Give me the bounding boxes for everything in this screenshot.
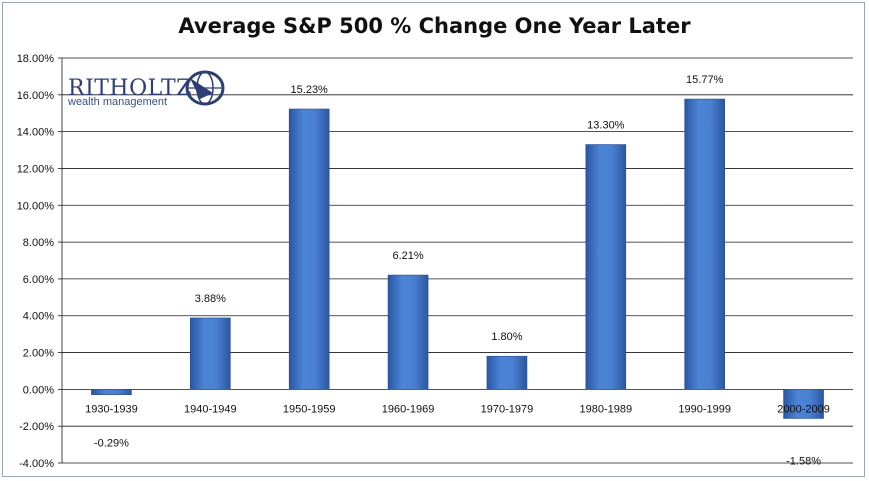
bar-1950-1959 xyxy=(288,108,330,390)
data-label: -1.58% xyxy=(786,455,821,467)
y-tick-label: 4.00% xyxy=(23,311,54,323)
data-label: -0.29% xyxy=(94,438,129,450)
data-label: 15.23% xyxy=(291,84,329,96)
y-tick-label: 2.00% xyxy=(23,348,54,360)
x-category-label: 1980-1989 xyxy=(580,403,633,415)
y-tick-label: -4.00% xyxy=(19,458,54,470)
bar-1980-1989 xyxy=(585,144,627,390)
y-tick-label: 16.00% xyxy=(17,90,55,102)
ritholtz-logo: RITHOLTZ wealth management xyxy=(67,70,225,108)
data-label: 1.80% xyxy=(491,331,522,343)
y-tick-label: 0.00% xyxy=(23,384,54,396)
bar-1960-1969 xyxy=(387,274,429,390)
y-tick-label: 18.00% xyxy=(17,53,55,65)
x-category-label: 1990-1999 xyxy=(678,403,731,415)
y-tick-label: 10.00% xyxy=(17,200,55,212)
y-tick-label: 8.00% xyxy=(23,237,54,249)
bar-1970-1979 xyxy=(486,355,528,390)
x-category-label: 1930-1939 xyxy=(85,403,138,415)
chart-title: Average S&P 500 % Change One Year Later xyxy=(178,14,691,38)
logo-name: RITHOLTZ xyxy=(68,76,192,101)
data-label: 6.21% xyxy=(392,250,423,262)
x-category-label: 1950-1959 xyxy=(283,403,336,415)
x-category-label: 1960-1969 xyxy=(382,403,435,415)
data-label: 13.30% xyxy=(587,120,625,132)
bar-2000-2009 xyxy=(783,389,824,419)
bar-1940-1949 xyxy=(190,317,231,390)
bar-1930-1939 xyxy=(91,389,132,396)
x-category-label: 2000-2009 xyxy=(777,403,830,415)
y-tick-label: -2.00% xyxy=(19,421,54,433)
globe-icon xyxy=(185,70,225,106)
data-label: 15.77% xyxy=(686,74,724,86)
y-tick-label: 14.00% xyxy=(17,127,55,139)
data-label: 3.88% xyxy=(195,293,226,305)
x-category-label: 1970-1979 xyxy=(481,403,534,415)
y-tick-label: 6.00% xyxy=(23,274,54,286)
bar-1990-1999 xyxy=(684,98,725,390)
y-tick-label: 12.00% xyxy=(17,163,55,175)
logo-tagline: wealth management xyxy=(67,96,167,108)
x-category-label: 1940-1949 xyxy=(184,403,237,415)
